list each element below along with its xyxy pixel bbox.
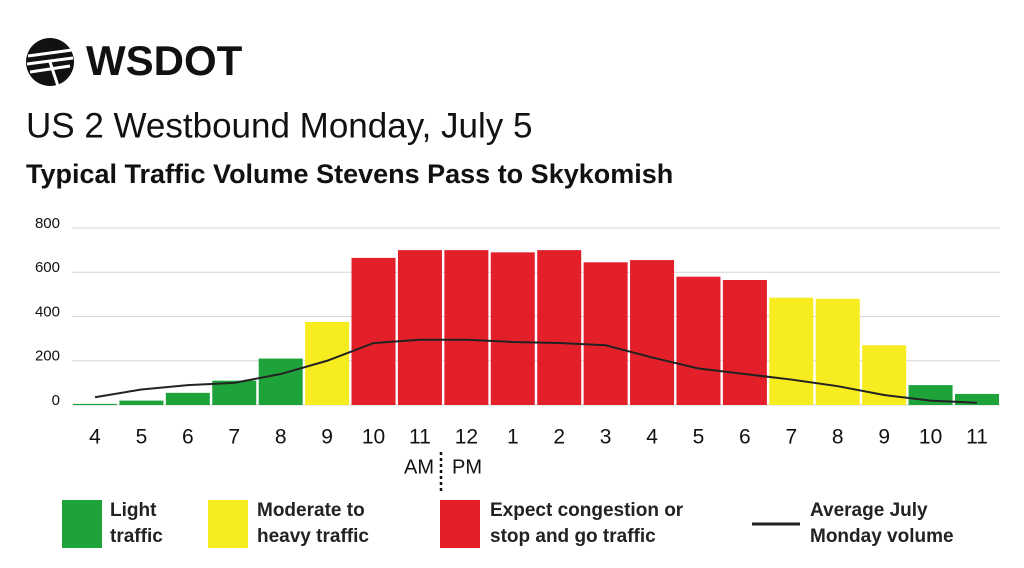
chart-subtitle: Typical Traffic Volume Stevens Pass to S… [26,159,673,189]
legend-label: Moderate to heavy traffic [257,500,369,547]
bar [490,252,535,405]
x-tick-label: 9 [878,426,890,449]
bar [305,322,350,405]
x-tick-label: 3 [600,426,612,449]
x-tick-label: 1 [507,426,519,449]
bar [444,250,489,405]
x-tick-label: 9 [321,426,333,449]
x-tick-label: 7 [228,426,240,449]
legend-label: Average July Monday volume [810,500,954,547]
x-tick-label: 5 [693,426,705,449]
bar [676,276,721,405]
bar [212,380,257,405]
y-tick-label: 800 [35,215,60,232]
bar [769,297,814,405]
x-tick-label: 8 [832,426,844,449]
bar [955,393,999,405]
bar [815,298,860,405]
legend-swatch [208,500,248,548]
bar [351,257,396,405]
bar [722,279,767,405]
x-tick-label: 12 [455,426,478,449]
legend-label: Light traffic [110,500,163,547]
y-tick-label: 400 [35,303,60,320]
bar [397,250,442,405]
x-tick-label: 7 [785,426,797,449]
y-tick-label: 200 [35,348,60,365]
x-tick-label: 8 [275,426,287,449]
logo-text: WSDOT [86,37,243,84]
x-tick-label: 4 [89,426,101,449]
x-tick-label: 5 [136,426,148,449]
period-label: AM [404,456,434,478]
average-line [94,338,978,404]
bar [165,392,210,405]
period-label: PM [452,456,482,478]
logo-icon [26,38,74,87]
bar [583,262,628,405]
bar [537,250,582,405]
x-tick-label: 4 [646,426,658,449]
x-tick-label: 10 [919,426,942,449]
x-tick-label: 2 [553,426,565,449]
bar [119,400,164,405]
x-tick-label: 6 [182,426,194,449]
legend-swatch [62,500,102,548]
x-tick-label: 10 [362,426,385,449]
chart-title: US 2 Westbound Monday, July 5 [26,106,532,145]
legend-label: Expect congestion or stop and go traffic [490,500,684,547]
x-tick-label: 6 [739,426,751,449]
y-tick-label: 600 [35,259,60,276]
legend-swatch [440,500,480,548]
x-tick-label: 11 [966,426,988,449]
bar [73,403,117,405]
y-tick-label: 0 [52,392,60,409]
bar [258,358,303,405]
x-tick-label: 11 [409,426,431,449]
bar [630,260,675,405]
